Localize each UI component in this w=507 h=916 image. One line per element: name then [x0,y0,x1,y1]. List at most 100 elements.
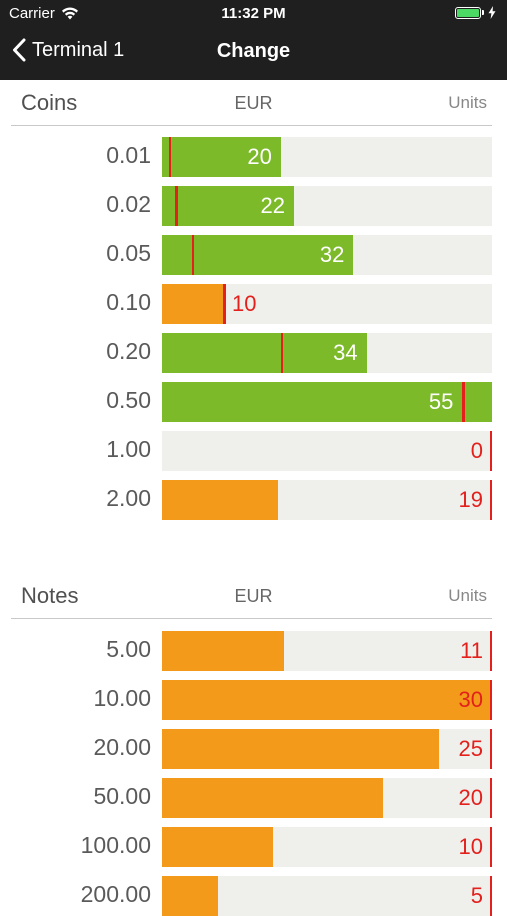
unit-count: 25 [458,736,483,761]
coins-row[interactable]: 0.10 10 [0,284,507,324]
notes-row[interactable]: 5.00 11 [0,631,507,671]
level-bar [162,876,219,916]
coins-row[interactable]: 0.20 34 [0,333,507,373]
coins-row[interactable]: 0.02 22 [0,186,507,226]
level-bar [162,631,285,671]
level-track: 32 [162,235,492,275]
back-button-label: Terminal 1 [32,38,125,61]
carrier-indicator: Carrier [9,5,79,22]
unit-count: 10 [232,291,257,316]
level-track: 20 [162,137,492,177]
level-track: 10 [162,284,492,324]
notes-section-header: Notes EUR Units [0,573,507,619]
unit-count: 0 [470,438,483,463]
denomination-label: 0.10 [106,289,151,315]
denomination-label: 0.02 [106,191,151,217]
level-track: 5 [162,876,492,916]
chevron-left-icon [13,38,26,62]
denomination-label: 0.05 [106,240,151,266]
min-level-marker [280,333,284,373]
min-level-marker [489,480,492,520]
unit-count: 55 [428,389,454,414]
coins-row[interactable]: 2.00 19 [0,480,507,520]
unit-count: 5 [470,883,483,908]
level-track: 55 [162,382,492,422]
min-level-marker [489,778,492,818]
level-bar [162,137,281,177]
notes-units-label: Units [448,586,487,605]
status-bar: Carrier 11:32 PM [0,0,507,28]
min-level-marker [489,729,492,769]
denomination-label: 100.00 [80,832,151,858]
denomination-label: 20.00 [93,734,151,760]
navigation-bar: Terminal 1 Change [0,28,507,80]
divider [11,125,492,126]
unit-count: 20 [458,785,483,810]
level-bar [162,480,278,520]
back-button[interactable]: Terminal 1 [12,38,124,62]
level-bar [162,382,492,422]
coins-row[interactable]: 0.01 20 [0,137,507,177]
battery-icon [455,6,481,19]
level-track: 25 [162,729,492,769]
level-bar [162,778,384,818]
coins-currency: EUR [234,93,273,113]
divider [11,618,492,619]
level-bar [162,827,273,867]
notes-row[interactable]: 50.00 20 [0,778,507,818]
unit-count: 11 [460,638,483,663]
notes-row[interactable]: 10.00 30 [0,680,507,720]
level-track: 19 [162,480,492,520]
notes-title: Notes [21,583,79,608]
notes-row[interactable]: 20.00 25 [0,729,507,769]
min-level-marker [168,137,172,177]
unit-count: 19 [458,487,483,512]
unit-count: 10 [458,834,483,859]
top-bar: Carrier 11:32 PM Terminal 1 Change [0,0,507,80]
notes-currency: EUR [234,586,273,606]
charging-bolt-icon [488,6,496,19]
level-bar [162,680,492,720]
carrier-label: Carrier [9,5,55,22]
level-track: 10 [162,827,492,867]
coins-title: Coins [21,90,78,115]
level-bar [162,729,440,769]
level-track: 11 [162,631,492,671]
denomination-label: 0.20 [106,338,151,364]
min-level-marker [223,284,226,324]
notes-row[interactable]: 100.00 10 [0,827,507,867]
level-track: 22 [162,186,492,226]
min-level-marker [462,382,465,422]
coins-section-header: Coins EUR Units [0,80,507,126]
denomination-label: 50.00 [93,783,151,809]
min-level-marker [489,680,492,720]
unit-count: 32 [319,242,345,267]
level-track: 20 [162,778,492,818]
level-track: 30 [162,680,492,720]
unit-count: 34 [333,340,358,365]
unit-count: 30 [458,687,483,712]
coins-row[interactable]: 0.05 32 [0,235,507,275]
level-track: 0 [162,431,492,471]
level-bar [162,333,367,373]
min-level-marker [175,186,178,226]
page-title: Change [216,40,291,62]
min-level-marker [489,431,492,471]
denomination-label: 0.01 [106,142,151,168]
level-track: 34 [162,333,492,373]
denomination-label: 200.00 [80,881,151,907]
denomination-label: 2.00 [106,485,151,511]
status-time: 11:32 PM [221,5,286,22]
min-level-marker [489,876,492,916]
battery-indicator [455,6,496,19]
level-bar [162,186,294,226]
coins-row[interactable]: 1.00 0 [0,431,507,471]
min-level-marker [489,827,492,867]
denomination-label: 1.00 [106,436,151,462]
wifi-icon [61,7,78,20]
denomination-label: 5.00 [106,636,151,662]
coins-row[interactable]: 0.50 55 [0,382,507,422]
coins-units-label: Units [448,93,487,112]
level-bar [162,284,224,324]
notes-row[interactable]: 200.00 5 [0,876,507,916]
